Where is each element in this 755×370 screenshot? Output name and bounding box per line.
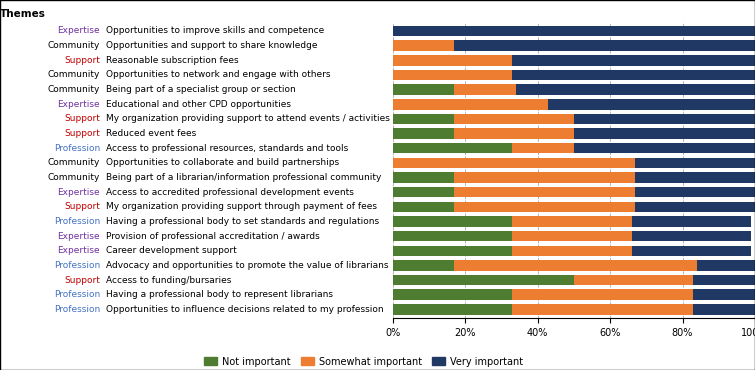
Text: Support: Support bbox=[64, 276, 100, 285]
Text: Having a professional body to set standards and regulations: Having a professional body to set standa… bbox=[106, 217, 379, 226]
Bar bbox=[512, 289, 693, 300]
Bar bbox=[512, 246, 632, 256]
Bar bbox=[548, 99, 755, 110]
Bar bbox=[693, 275, 755, 285]
Bar bbox=[693, 289, 755, 300]
Text: Community: Community bbox=[48, 70, 100, 80]
Bar bbox=[393, 128, 455, 139]
Bar bbox=[393, 143, 512, 154]
Text: Educational and other CPD opportunities: Educational and other CPD opportunities bbox=[106, 100, 291, 109]
Text: Support: Support bbox=[64, 202, 100, 211]
Text: Community: Community bbox=[48, 41, 100, 50]
Text: Expertise: Expertise bbox=[57, 232, 100, 240]
Text: Themes: Themes bbox=[0, 9, 46, 19]
Text: Opportunities to collaborate and build partnerships: Opportunities to collaborate and build p… bbox=[106, 158, 339, 167]
Bar bbox=[574, 128, 755, 139]
Bar bbox=[393, 84, 455, 95]
Text: Profession: Profession bbox=[54, 290, 100, 299]
Text: Provision of professional accreditation / awards: Provision of professional accreditation … bbox=[106, 232, 320, 240]
Text: Profession: Profession bbox=[54, 261, 100, 270]
Bar bbox=[516, 84, 755, 95]
Text: Advocacy and opportunities to promote the value of librarians: Advocacy and opportunities to promote th… bbox=[106, 261, 389, 270]
Text: My organization providing support through payment of fees: My organization providing support throug… bbox=[106, 202, 377, 211]
Bar bbox=[393, 246, 512, 256]
Bar bbox=[636, 202, 755, 212]
Text: Community: Community bbox=[48, 173, 100, 182]
Bar bbox=[632, 216, 751, 227]
Bar bbox=[574, 114, 755, 124]
Text: Access to professional resources, standards and tools: Access to professional resources, standa… bbox=[106, 144, 348, 153]
Bar bbox=[393, 304, 512, 314]
Bar bbox=[693, 304, 755, 314]
Bar bbox=[455, 84, 516, 95]
Bar bbox=[393, 275, 574, 285]
Text: Reasonable subscription fees: Reasonable subscription fees bbox=[106, 56, 239, 65]
Bar bbox=[393, 26, 755, 36]
Bar bbox=[632, 231, 751, 241]
Text: Profession: Profession bbox=[54, 217, 100, 226]
Bar bbox=[455, 202, 636, 212]
Text: Opportunities and support to share knowledge: Opportunities and support to share knowl… bbox=[106, 41, 318, 50]
Text: Access to accredited professional development events: Access to accredited professional develo… bbox=[106, 188, 354, 197]
Text: Opportunities to improve skills and competence: Opportunities to improve skills and comp… bbox=[106, 27, 324, 36]
Text: Profession: Profession bbox=[54, 305, 100, 314]
Bar bbox=[512, 216, 632, 227]
Bar bbox=[393, 231, 512, 241]
Bar bbox=[393, 216, 512, 227]
Bar bbox=[512, 70, 755, 80]
Text: Being part of a specialist group or section: Being part of a specialist group or sect… bbox=[106, 85, 296, 94]
Text: Opportunities to network and engage with others: Opportunities to network and engage with… bbox=[106, 70, 331, 80]
Text: Expertise: Expertise bbox=[57, 27, 100, 36]
Bar bbox=[574, 275, 693, 285]
Text: Opportunities to influence decisions related to my profession: Opportunities to influence decisions rel… bbox=[106, 305, 384, 314]
Text: Expertise: Expertise bbox=[57, 100, 100, 109]
Text: Profession: Profession bbox=[54, 144, 100, 153]
Text: Community: Community bbox=[48, 85, 100, 94]
Bar bbox=[393, 260, 455, 271]
Bar bbox=[393, 55, 512, 65]
Text: Access to funding/bursaries: Access to funding/bursaries bbox=[106, 276, 231, 285]
Bar bbox=[574, 143, 755, 154]
Text: Expertise: Expertise bbox=[57, 246, 100, 255]
Legend: Not important, Somewhat important, Very important: Not important, Somewhat important, Very … bbox=[200, 353, 527, 370]
Bar bbox=[636, 158, 755, 168]
Bar bbox=[393, 187, 455, 198]
Bar bbox=[512, 143, 574, 154]
Bar bbox=[393, 40, 455, 51]
Bar bbox=[512, 55, 755, 65]
Bar bbox=[512, 231, 632, 241]
Bar bbox=[393, 114, 455, 124]
Bar bbox=[393, 99, 548, 110]
Bar bbox=[636, 187, 755, 198]
Text: Expertise: Expertise bbox=[57, 188, 100, 197]
Bar bbox=[455, 172, 636, 183]
Bar bbox=[455, 187, 636, 198]
Bar bbox=[393, 172, 455, 183]
Bar bbox=[455, 40, 755, 51]
Bar bbox=[632, 246, 751, 256]
Text: Having a professional body to represent librarians: Having a professional body to represent … bbox=[106, 290, 333, 299]
Bar bbox=[393, 289, 512, 300]
Bar bbox=[455, 114, 574, 124]
Text: Support: Support bbox=[64, 114, 100, 124]
Bar bbox=[636, 172, 755, 183]
Text: Being part of a librarian/information professional community: Being part of a librarian/information pr… bbox=[106, 173, 381, 182]
Bar bbox=[697, 260, 755, 271]
Bar bbox=[455, 260, 697, 271]
Text: Reduced event fees: Reduced event fees bbox=[106, 129, 196, 138]
Bar bbox=[455, 128, 574, 139]
Text: Community: Community bbox=[48, 158, 100, 167]
Text: My organization providing support to attend events / activities: My organization providing support to att… bbox=[106, 114, 390, 124]
Bar bbox=[393, 202, 455, 212]
Bar bbox=[393, 70, 512, 80]
Text: Support: Support bbox=[64, 56, 100, 65]
Text: Support: Support bbox=[64, 129, 100, 138]
Bar bbox=[393, 158, 636, 168]
Bar bbox=[512, 304, 693, 314]
Text: Career development support: Career development support bbox=[106, 246, 237, 255]
